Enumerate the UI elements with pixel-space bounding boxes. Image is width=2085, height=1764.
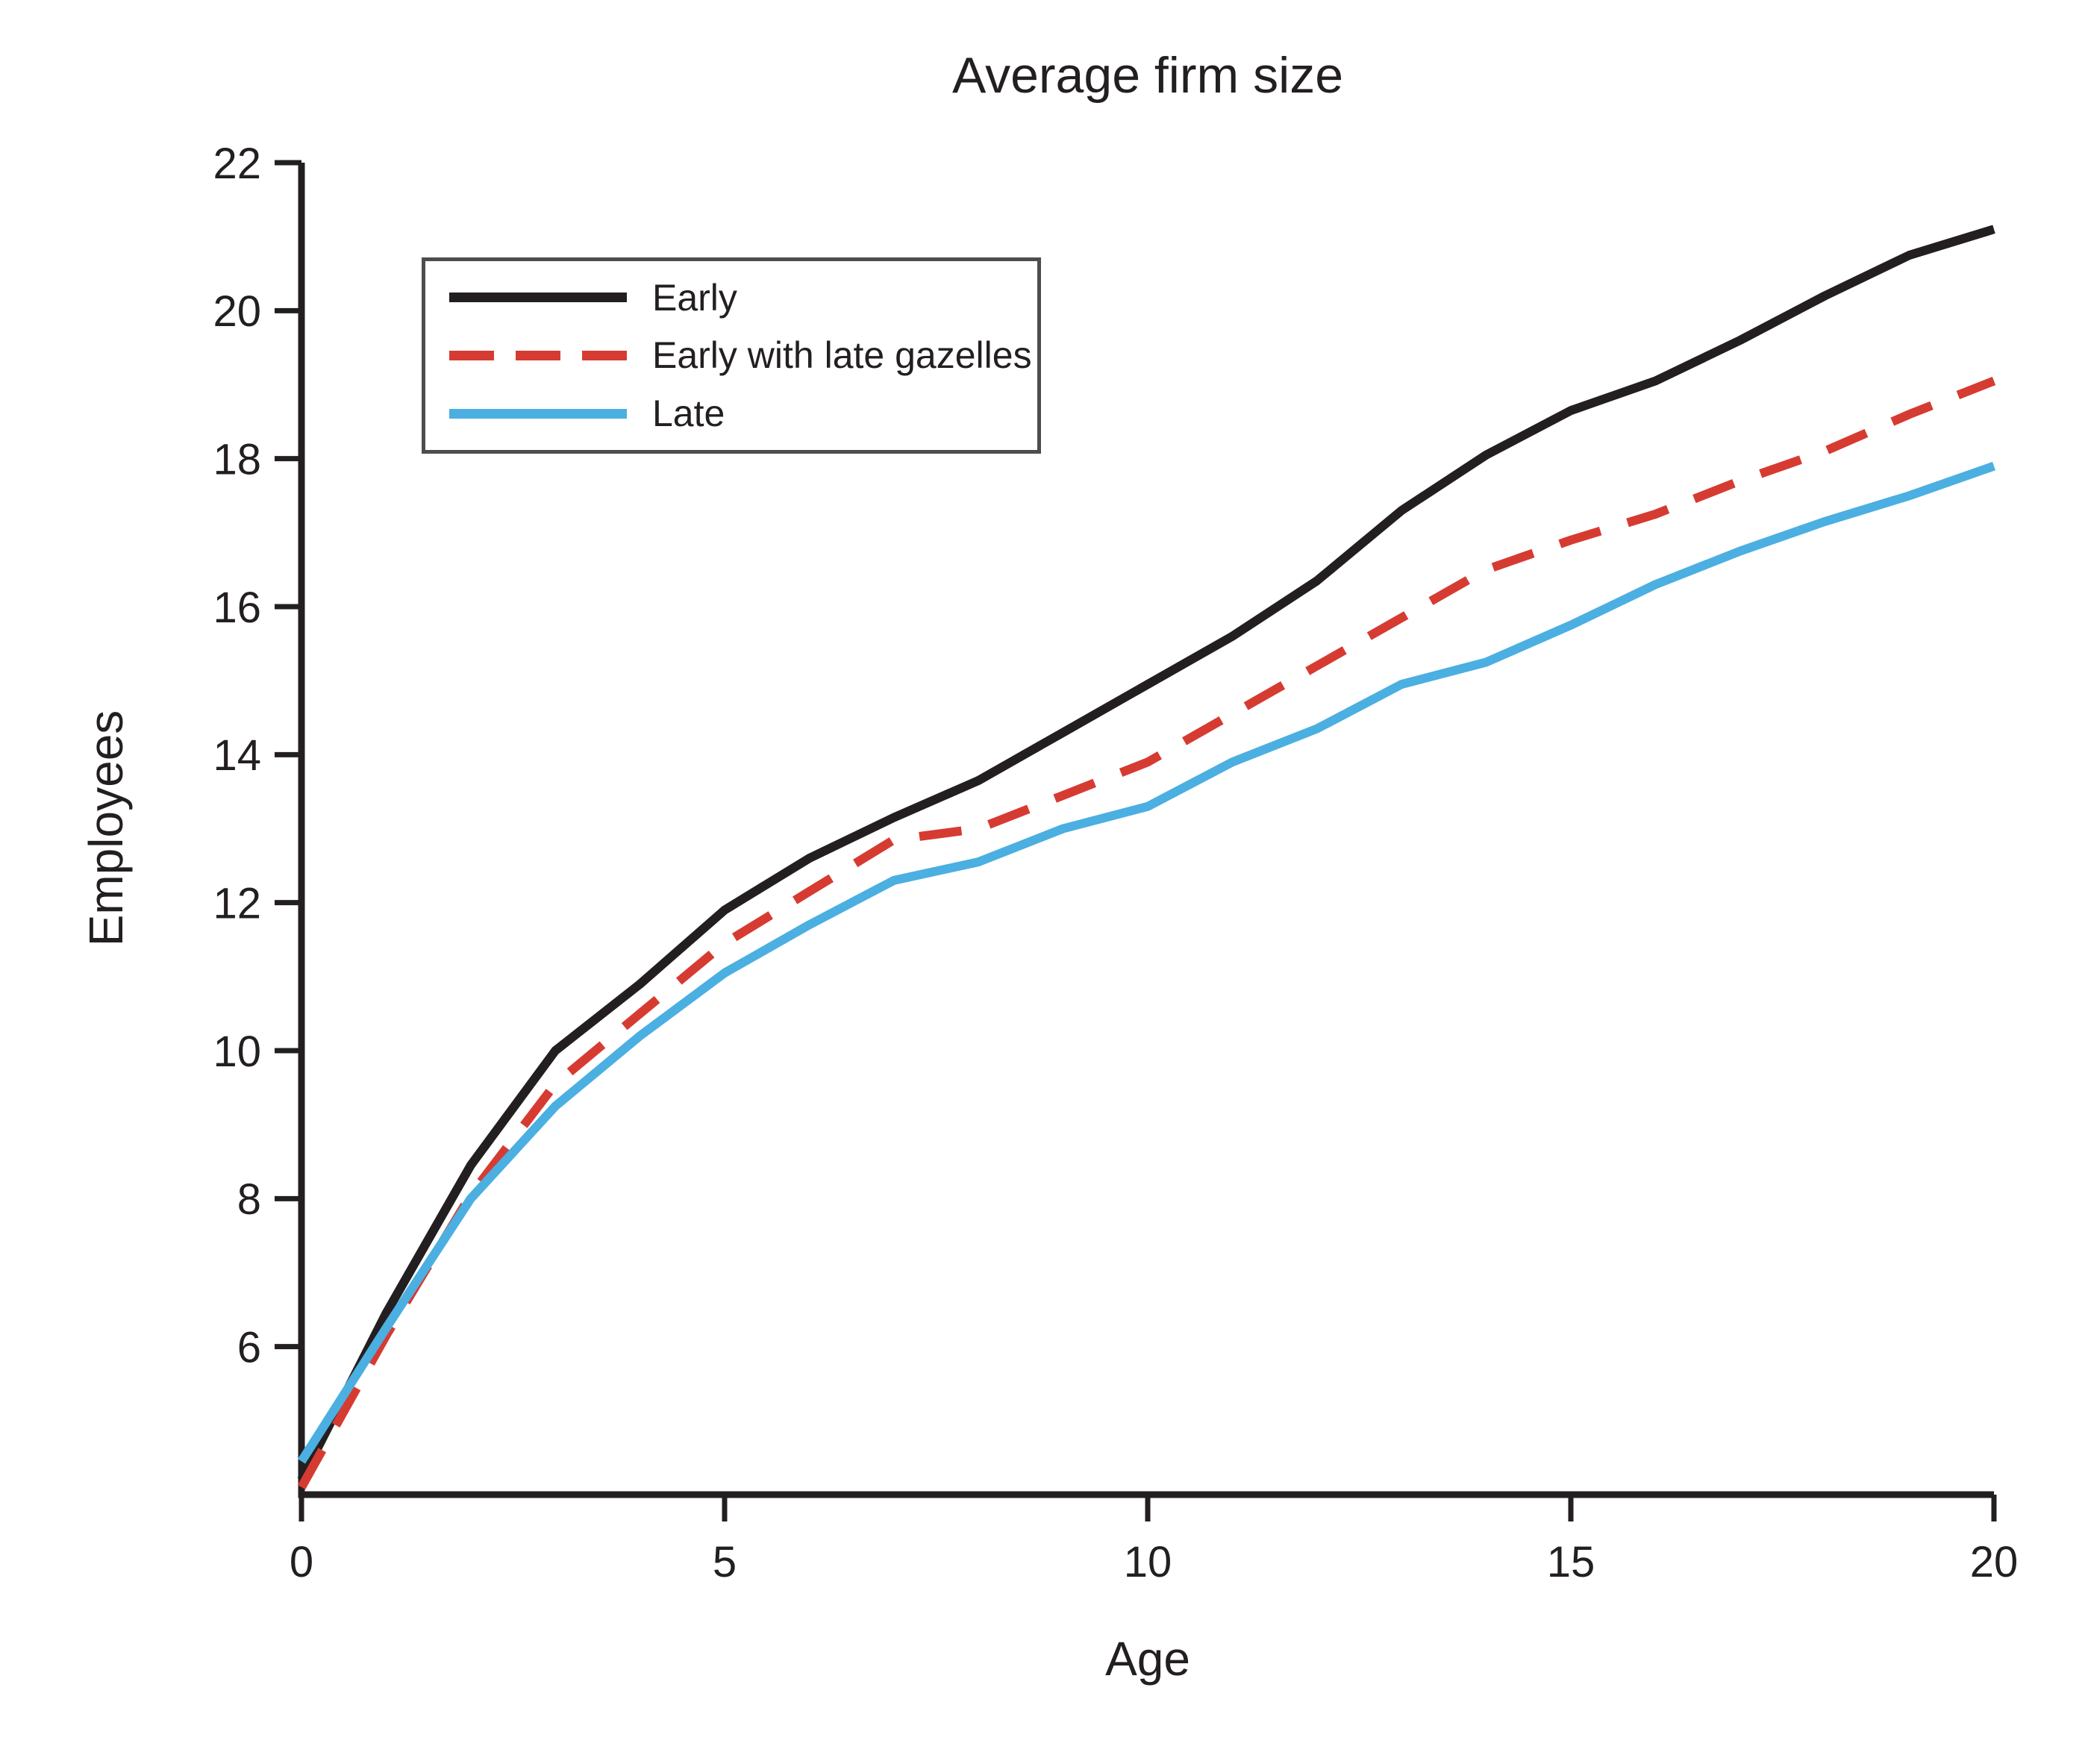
x-axis-label: Age (1105, 1632, 1190, 1686)
x-tick-label: 20 (1970, 1538, 2019, 1586)
legend: Early Early with late gazelles Late (422, 257, 1041, 454)
y-tick-label: 8 (237, 1175, 261, 1224)
legend-item-early: Early (425, 272, 1037, 324)
legend-item-early-with-late-gazelles: Early with late gazelles (425, 329, 1037, 381)
y-tick-label: 22 (213, 140, 261, 188)
y-tick-label: 6 (237, 1324, 261, 1372)
y-tick-label: 14 (213, 731, 261, 780)
y-tick-label: 12 (213, 880, 261, 928)
chart-title: Average firm size (951, 47, 1344, 104)
x-tick-label: 0 (290, 1538, 313, 1586)
y-tick-label: 18 (213, 436, 261, 484)
series-late-line (297, 461, 1995, 1464)
y-tick-label: 16 (213, 584, 261, 632)
x-tick-label: 15 (1547, 1538, 1595, 1586)
series-early-with-late-gazelles-line (297, 376, 1996, 1490)
early-with-late-gazelles-line-sample-icon (449, 350, 627, 360)
series-early-line (297, 225, 1995, 1482)
x-tick-label: 5 (713, 1538, 737, 1586)
x-tick-label: 10 (1124, 1538, 1172, 1586)
late-line-sample-icon (449, 408, 627, 419)
early-line-sample-icon (449, 293, 627, 303)
legend-label-late: Late (652, 392, 725, 435)
legend-label-early: Early (652, 276, 737, 319)
y-tick-label: 20 (213, 287, 261, 336)
legend-label-early-with-late-gazelles: Early with late gazelles (652, 334, 1032, 377)
legend-item-late: Late (425, 387, 1037, 440)
y-tick-label: 10 (213, 1028, 261, 1076)
